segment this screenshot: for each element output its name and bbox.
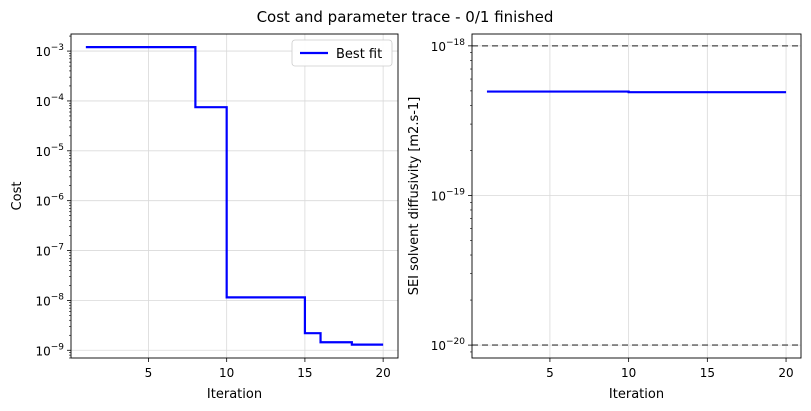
figure-title: Cost and parameter trace - 0/1 finished <box>257 8 554 26</box>
series-line <box>85 46 384 346</box>
plot-frame <box>70 33 399 359</box>
y-tick-label: 10−20 <box>431 337 466 353</box>
y-tick-label: 10−3 <box>35 43 64 59</box>
parameter-chart: 5 10 15 20 10−20 10−19 10−18 Iteration SEI solve… <box>407 33 802 402</box>
y-axis-label: SEI solvent diffusivity [m2.s-1] <box>407 97 422 296</box>
y-axis-label: Cost <box>10 182 25 211</box>
y-tick-label: 10−5 <box>35 143 64 159</box>
y-tick-label: 10−19 <box>431 187 466 203</box>
plot-frame <box>471 33 802 359</box>
y-tick-label: 10−4 <box>35 93 64 109</box>
series-line <box>486 90 787 94</box>
y-tick-label: 10−7 <box>35 243 64 259</box>
x-tick-label: 10 <box>621 366 636 380</box>
x-tick-label: 20 <box>778 366 793 380</box>
x-tick-label: 10 <box>219 366 234 380</box>
x-tick-label: 5 <box>145 366 153 380</box>
x-tick-label: 15 <box>297 366 312 380</box>
y-tick-label: 10−9 <box>35 342 64 358</box>
legend-box <box>291 39 393 67</box>
x-tick-label: 15 <box>700 366 715 380</box>
x-axis-label: Iteration <box>609 387 664 402</box>
x-tick-label: 5 <box>546 366 554 380</box>
x-axis-label: Iteration <box>207 387 262 402</box>
x-tick-label: 20 <box>375 366 390 380</box>
legend-entry: Best fit <box>336 47 382 62</box>
y-tick-label: 10−18 <box>431 38 466 54</box>
y-tick-label: 10−8 <box>35 292 64 308</box>
y-tick-label: 10−6 <box>35 193 64 209</box>
cost-chart: 5 10 15 20 10−9 10−8 10−7 10−6 10−5 10−4 10−3 Itera… <box>10 33 399 402</box>
